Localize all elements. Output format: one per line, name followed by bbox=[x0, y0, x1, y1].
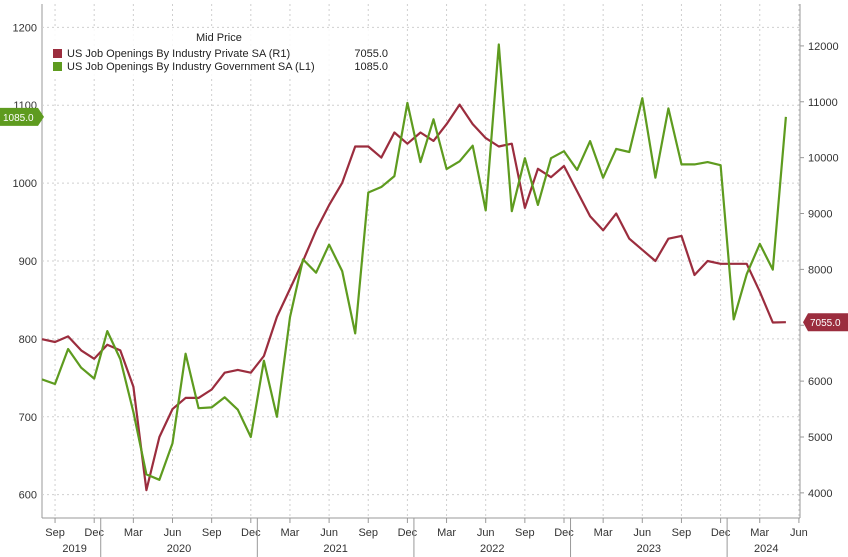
right-tick-label: 9000 bbox=[808, 209, 832, 221]
legend-label-government: US Job Openings By Industry Government S… bbox=[67, 61, 315, 73]
x-tick-label: Mar bbox=[594, 527, 613, 539]
x-tick-label: Sep bbox=[358, 527, 378, 539]
x-tick-label: Jun bbox=[790, 527, 808, 539]
x-tick-label: Jun bbox=[633, 527, 651, 539]
x-tick-label: Jun bbox=[164, 527, 182, 539]
left-tick-label: 600 bbox=[19, 490, 37, 502]
left-tick-label: 700 bbox=[19, 412, 37, 424]
left-tick-label: 1000 bbox=[13, 178, 37, 190]
x-tick-label: Dec bbox=[84, 527, 104, 539]
x-tick-label: Dec bbox=[241, 527, 261, 539]
last-value-tag-government: 1085.0 bbox=[0, 107, 44, 126]
right-tick-label: 10000 bbox=[808, 153, 839, 165]
x-axis-ticks: Sep Dec Mar Jun Sep Dec Mar Jun Sep Dec Mar Jun Sep D… bbox=[45, 518, 808, 557]
x-year-label: 2021 bbox=[323, 543, 347, 555]
series-line-government bbox=[41, 43, 787, 481]
x-tick-label: Dec bbox=[398, 527, 418, 539]
left-tick-label: 800 bbox=[19, 334, 37, 346]
x-tick-label: Jun bbox=[320, 527, 338, 539]
x-tick-label: Mar bbox=[124, 527, 143, 539]
right-tick-label: 5000 bbox=[808, 432, 832, 444]
left-tick-label: 1200 bbox=[13, 22, 37, 34]
x-tick-label: Sep bbox=[672, 527, 692, 539]
x-tick-label: Sep bbox=[45, 527, 65, 539]
x-year-label: 2020 bbox=[167, 543, 191, 555]
right-tick-label: 4000 bbox=[808, 488, 832, 500]
x-tick-label: Mar bbox=[750, 527, 769, 539]
x-tick-label: Jun bbox=[477, 527, 495, 539]
series-line-private bbox=[41, 103, 786, 492]
last-value-tag-private-text: 7055.0 bbox=[810, 318, 841, 329]
legend-background bbox=[46, 28, 394, 76]
right-tick-label: 6000 bbox=[808, 376, 832, 388]
x-year-label: 2019 bbox=[62, 543, 86, 555]
right-tick-label: 11000 bbox=[808, 97, 838, 109]
last-value-tag-private: 7055.0 bbox=[803, 313, 848, 332]
x-tick-label: Mar bbox=[437, 527, 456, 539]
right-tick-label: 8000 bbox=[808, 264, 832, 276]
right-axis-ticks: 400050006000700080009000100001100012000 bbox=[800, 41, 839, 500]
legend: Mid Price US Job Openings By Industry Pr… bbox=[46, 28, 394, 76]
legend-label-private: US Job Openings By Industry Private SA (… bbox=[67, 48, 290, 60]
x-tick-label: Dec bbox=[554, 527, 574, 539]
x-tick-label: Mar bbox=[280, 527, 299, 539]
legend-title: Mid Price bbox=[196, 32, 242, 44]
legend-value-government: 1085.0 bbox=[354, 61, 388, 73]
x-tick-label: Sep bbox=[515, 527, 535, 539]
last-value-tag-government-text: 1085.0 bbox=[3, 113, 34, 124]
left-tick-label: 900 bbox=[19, 256, 37, 268]
grid bbox=[41, 4, 801, 519]
legend-swatch-private bbox=[53, 49, 62, 58]
x-tick-label: Sep bbox=[202, 527, 222, 539]
legend-value-private: 7055.0 bbox=[354, 48, 388, 60]
legend-swatch-government bbox=[53, 62, 62, 71]
x-year-label: 2024 bbox=[754, 543, 778, 555]
right-tick-label: 12000 bbox=[808, 41, 839, 53]
x-tick-label: Dec bbox=[711, 527, 731, 539]
series-lines bbox=[41, 43, 787, 492]
x-year-label: 2023 bbox=[637, 543, 661, 555]
x-year-label: 2022 bbox=[480, 543, 504, 555]
